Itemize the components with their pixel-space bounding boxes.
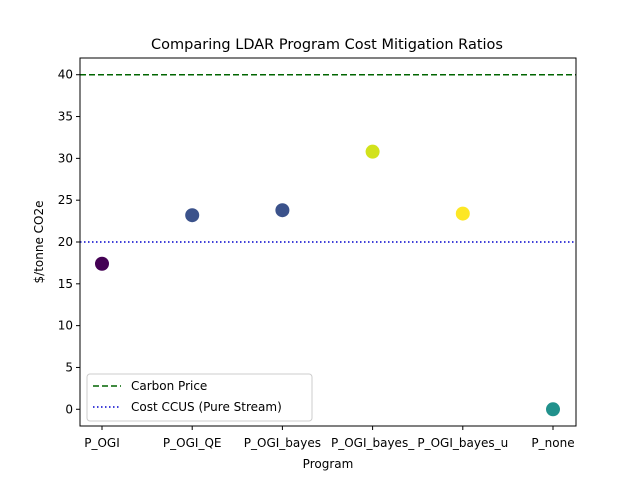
data-point bbox=[546, 402, 560, 417]
x-axis-label: Program bbox=[303, 457, 354, 471]
y-tick-label: 5 bbox=[65, 360, 73, 374]
data-point bbox=[365, 144, 380, 159]
y-tick-label: 35 bbox=[58, 110, 73, 124]
x-tick-label: P_OGI_bayes_u bbox=[417, 436, 508, 450]
y-axis-label: $/tonne CO2e bbox=[32, 201, 46, 284]
plot-area: 0 5 10 15 20 25 30 35 40 P_OGI P_OGI_QE P_OGI_bayes… bbox=[58, 57, 577, 450]
x-tick-label: P_OGI_QE bbox=[163, 436, 222, 450]
y-tick-label: 10 bbox=[58, 319, 73, 333]
x-tick-label: P_OGI_bayes_ bbox=[331, 436, 415, 450]
data-point bbox=[185, 208, 200, 223]
y-tick-label: 0 bbox=[65, 402, 73, 416]
x-tick-label: P_OGI_bayes bbox=[244, 436, 321, 450]
chart-title: Comparing LDAR Program Cost Mitigation R… bbox=[151, 37, 503, 53]
x-tick-label: P_none bbox=[531, 436, 574, 450]
legend-label: Carbon Price bbox=[131, 379, 207, 393]
legend: Carbon Price Cost CCUS (Pure Stream) bbox=[86, 373, 313, 422]
y-tick-label: 20 bbox=[58, 235, 73, 249]
legend-label: Cost CCUS (Pure Stream) bbox=[131, 400, 282, 414]
y-tick-label: 25 bbox=[58, 193, 73, 207]
y-tick-label: 15 bbox=[58, 277, 73, 291]
y-tick-label: 30 bbox=[58, 151, 73, 165]
x-tick-label: P_OGI bbox=[84, 436, 120, 450]
y-tick-label: 40 bbox=[58, 68, 73, 82]
legend-box bbox=[86, 373, 313, 422]
data-point bbox=[275, 203, 290, 218]
data-point bbox=[455, 206, 470, 221]
data-point bbox=[95, 256, 109, 271]
